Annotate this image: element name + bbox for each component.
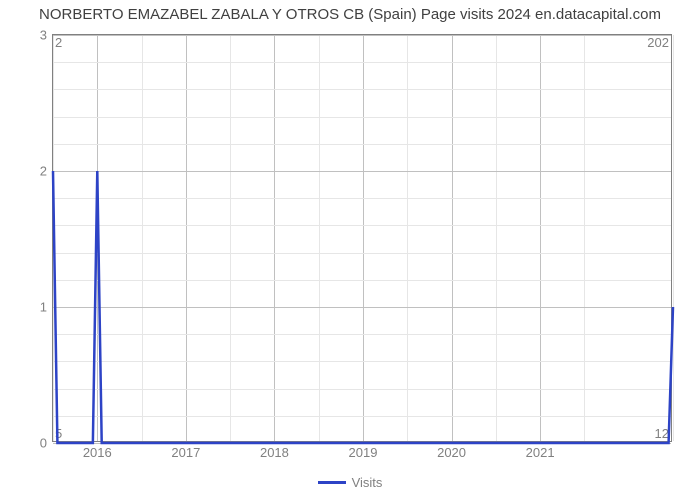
x-tick-label: 2019: [349, 445, 378, 460]
legend-item: Visits: [318, 475, 383, 490]
legend-swatch: [318, 481, 346, 484]
y-tick-label: 0: [40, 436, 47, 451]
chart-title: NORBERTO EMAZABEL ZABALA Y OTROS CB (Spa…: [0, 6, 700, 23]
series-line: [53, 35, 673, 443]
chart-legend: Visits: [0, 471, 700, 490]
x-tick-label: 2016: [83, 445, 112, 460]
grid-minor-v: [673, 35, 674, 441]
x-tick-label: 2018: [260, 445, 289, 460]
legend-label: Visits: [352, 475, 383, 490]
line-chart: NORBERTO EMAZABEL ZABALA Y OTROS CB (Spa…: [0, 0, 700, 500]
x-tick-label: 2021: [526, 445, 555, 460]
chart-plot-area: 20162017201820192020202101235212202: [52, 34, 672, 442]
x-tick-label: 2020: [437, 445, 466, 460]
y-tick-label: 2: [40, 164, 47, 179]
y-tick-label: 1: [40, 300, 47, 315]
y-tick-label: 3: [40, 28, 47, 43]
x-tick-label: 2017: [171, 445, 200, 460]
